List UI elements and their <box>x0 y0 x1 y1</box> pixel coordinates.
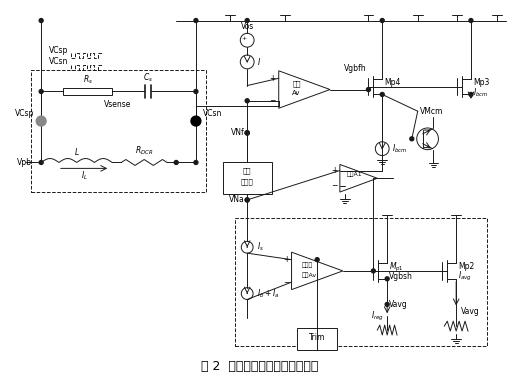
Text: 慢速A1: 慢速A1 <box>347 172 362 177</box>
Text: Vavg: Vavg <box>389 300 408 309</box>
Circle shape <box>36 116 46 126</box>
Text: Vgbfh: Vgbfh <box>344 64 367 73</box>
Text: VCsn: VCsn <box>49 57 69 66</box>
Text: VCsn: VCsn <box>203 109 222 118</box>
Circle shape <box>371 269 375 273</box>
Text: $M_{p1}$: $M_{p1}$ <box>389 261 404 273</box>
Circle shape <box>245 99 249 103</box>
Bar <box>236 218 487 346</box>
Circle shape <box>245 131 249 135</box>
Text: $I_{bcm}$: $I_{bcm}$ <box>473 86 488 99</box>
Text: +: + <box>242 36 247 41</box>
Circle shape <box>410 137 414 141</box>
Text: $C_s$: $C_s$ <box>142 71 153 83</box>
Circle shape <box>191 116 201 126</box>
Circle shape <box>469 92 473 96</box>
Text: VCsp: VCsp <box>49 46 69 55</box>
Text: $I_{reg}$: $I_{reg}$ <box>371 310 384 323</box>
Circle shape <box>39 161 43 165</box>
Circle shape <box>380 19 384 23</box>
Circle shape <box>194 19 198 23</box>
Text: Vsense: Vsense <box>105 100 132 109</box>
Circle shape <box>174 161 178 165</box>
Text: $R_{DCR}$: $R_{DCR}$ <box>136 144 154 156</box>
Text: $I_{avg}$: $I_{avg}$ <box>458 270 472 284</box>
Text: L: L <box>74 147 79 156</box>
Text: $I_L$: $I_L$ <box>81 169 88 182</box>
Text: 图 2  无损精确电流检测电路系统: 图 2 无损精确电流检测电路系统 <box>201 360 319 373</box>
Text: +: + <box>269 74 276 83</box>
Text: VMcm: VMcm <box>420 107 443 116</box>
Text: VNf: VNf <box>230 128 244 137</box>
Bar <box>297 328 337 350</box>
Text: Mp4: Mp4 <box>384 78 400 87</box>
Circle shape <box>367 87 370 92</box>
Text: Trim: Trim <box>309 333 326 342</box>
Circle shape <box>39 90 43 94</box>
Text: 负电流: 负电流 <box>241 179 254 186</box>
Text: $I$: $I$ <box>257 57 261 67</box>
Circle shape <box>385 277 389 281</box>
Text: −: − <box>269 96 276 105</box>
Text: +: + <box>331 166 338 175</box>
Circle shape <box>315 258 319 262</box>
Text: 精度Av: 精度Av <box>302 272 317 278</box>
Text: 偏置: 偏置 <box>243 167 252 174</box>
Text: VNa: VNa <box>228 195 244 204</box>
Bar <box>63 87 112 96</box>
Circle shape <box>194 90 198 94</box>
Text: Vos: Vos <box>241 22 254 31</box>
Circle shape <box>385 303 389 307</box>
Circle shape <box>245 198 249 202</box>
Text: $I_b+I_a$: $I_b+I_a$ <box>257 287 279 300</box>
Text: VCsp: VCsp <box>15 109 34 118</box>
Circle shape <box>245 131 249 135</box>
Circle shape <box>245 131 249 135</box>
Text: $I_s$: $I_s$ <box>257 241 264 254</box>
Text: −: − <box>331 181 338 190</box>
Text: 快速: 快速 <box>292 80 301 87</box>
Text: +: + <box>283 255 290 264</box>
Text: Vavg: Vavg <box>461 307 480 316</box>
Text: −: − <box>283 278 290 287</box>
Bar <box>223 163 272 194</box>
Text: $I_{bcm}$: $I_{bcm}$ <box>392 142 408 155</box>
Circle shape <box>245 19 249 23</box>
Circle shape <box>245 198 249 202</box>
Text: Vpb: Vpb <box>17 158 32 167</box>
Text: $R_s$: $R_s$ <box>83 73 93 85</box>
Circle shape <box>39 19 43 23</box>
Text: 慢速高: 慢速高 <box>302 262 313 268</box>
Bar <box>31 70 206 192</box>
Circle shape <box>194 161 198 165</box>
Text: Vgbsh: Vgbsh <box>389 272 413 281</box>
Text: Mp2: Mp2 <box>458 262 474 271</box>
Text: Av: Av <box>292 90 301 96</box>
Text: Mp3: Mp3 <box>473 78 489 87</box>
Circle shape <box>380 92 384 96</box>
Circle shape <box>469 19 473 23</box>
